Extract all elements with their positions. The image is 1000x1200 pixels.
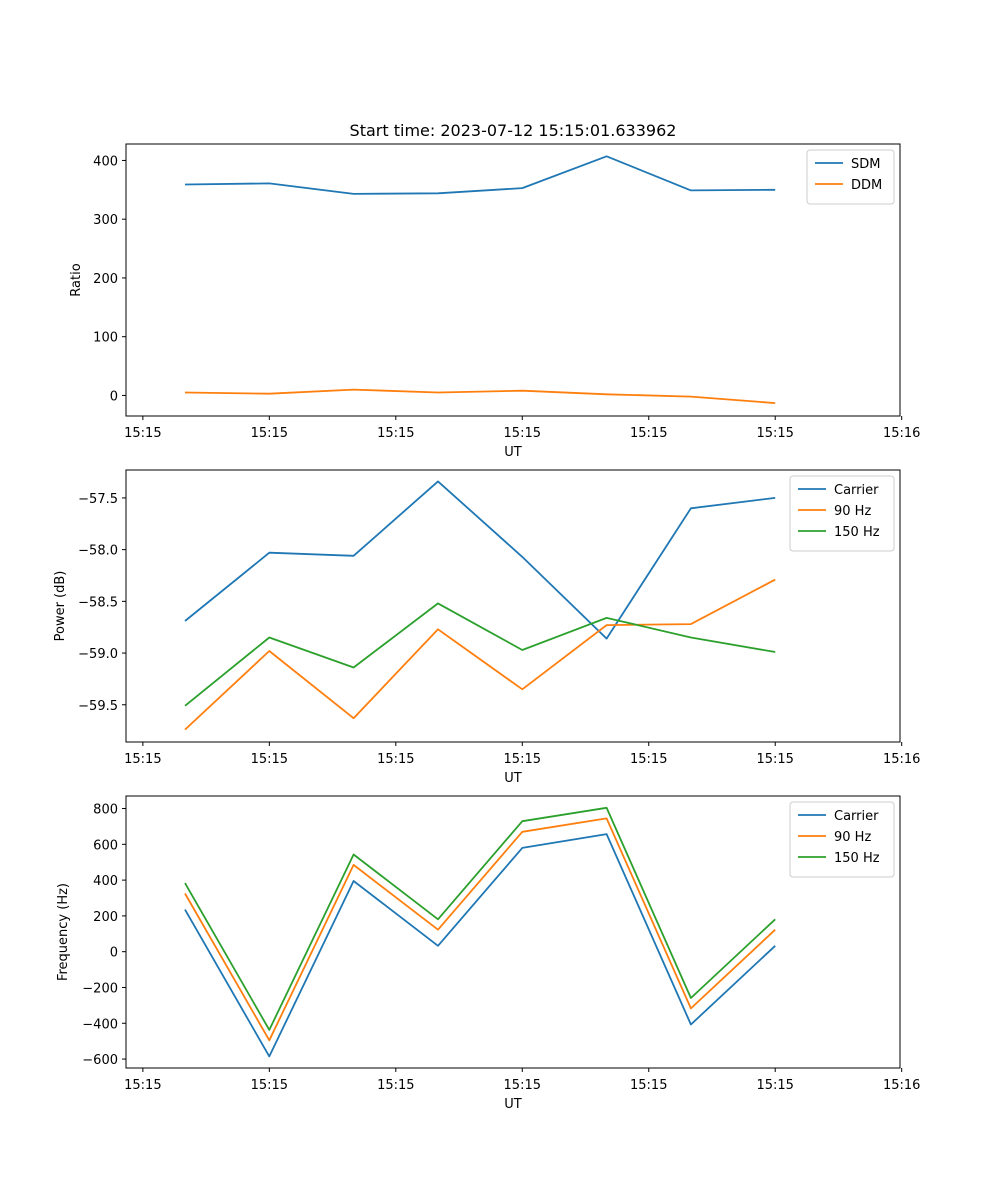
x-tick-label: 15:15 — [630, 752, 667, 767]
chart-title: Start time: 2023-07-12 15:15:01.633962 — [350, 121, 677, 140]
x-tick-label: 15:15 — [377, 1078, 414, 1093]
x-tick-label: 15:15 — [124, 1078, 161, 1093]
x-tick-label: 15:15 — [124, 426, 161, 441]
y-tick-label: 0 — [110, 389, 118, 404]
x-tick-label: 15:15 — [124, 752, 161, 767]
x-tick-label: 15:15 — [756, 1078, 793, 1093]
legend-label: SDM — [851, 157, 880, 172]
legend-label: 150 Hz — [834, 851, 880, 866]
series-line-150-hz — [184, 806, 776, 1031]
x-tick-label: 15:15 — [377, 426, 414, 441]
x-tick-label: 15:16 — [883, 1078, 920, 1093]
x-axis-label: UT — [504, 771, 522, 786]
y-axis-label: Power (dB) — [53, 571, 68, 642]
series-line-ddm — [184, 388, 776, 404]
series-line-carrier — [184, 480, 776, 640]
y-tick-label: 100 — [93, 331, 118, 346]
y-tick-label: 300 — [93, 213, 118, 228]
y-tick-label: −58.5 — [78, 595, 118, 610]
series-line-90-hz — [184, 817, 776, 1042]
x-tick-label: 15:15 — [251, 752, 288, 767]
x-tick-label: 15:15 — [251, 1078, 288, 1093]
y-tick-label: 400 — [93, 154, 118, 169]
plot-area-2 — [125, 795, 901, 1069]
legend-label: Carrier — [834, 809, 879, 824]
x-tick-label: 15:15 — [377, 752, 414, 767]
legend-label: Carrier — [834, 483, 879, 498]
legend-box — [789, 475, 895, 552]
y-tick-label: 200 — [93, 272, 118, 287]
y-tick-label: −600 — [82, 1053, 118, 1068]
plot-area-1 — [125, 469, 901, 743]
y-tick-label: 200 — [93, 910, 118, 925]
legend-label: DDM — [851, 178, 882, 193]
x-tick-label: 15:15 — [756, 752, 793, 767]
x-tick-label: 15:15 — [630, 1078, 667, 1093]
plot-area-0 — [125, 143, 901, 417]
legend-label: 150 Hz — [834, 525, 880, 540]
y-tick-label: −59.0 — [78, 647, 118, 662]
y-tick-label: 800 — [93, 803, 118, 818]
y-tick-label: −57.5 — [78, 492, 118, 507]
series-line-90-hz — [184, 578, 776, 731]
series-line-150-hz — [184, 602, 776, 707]
x-tick-label: 15:16 — [883, 426, 920, 441]
x-tick-label: 15:16 — [883, 752, 920, 767]
series-line-carrier — [184, 833, 776, 1058]
y-tick-label: 600 — [93, 838, 118, 853]
legend-box — [789, 801, 895, 878]
y-tick-label: −58.0 — [78, 544, 118, 559]
x-axis-label: UT — [504, 445, 522, 460]
y-tick-label: −59.5 — [78, 699, 118, 714]
x-tick-label: 15:15 — [504, 752, 541, 767]
y-tick-label: −400 — [82, 1017, 118, 1032]
x-axis-label: UT — [504, 1097, 522, 1112]
y-tick-label: 0 — [110, 946, 118, 961]
y-axis-label: Ratio — [69, 263, 84, 296]
x-tick-label: 15:15 — [756, 426, 793, 441]
y-tick-label: −200 — [82, 981, 118, 996]
series-line-sdm — [184, 155, 776, 195]
legend-label: 90 Hz — [834, 504, 871, 519]
legend-label: 90 Hz — [834, 830, 871, 845]
x-tick-label: 15:15 — [251, 426, 288, 441]
x-tick-label: 15:15 — [504, 426, 541, 441]
y-tick-label: 400 — [93, 874, 118, 889]
y-axis-label: Frequency (Hz) — [56, 883, 71, 981]
x-tick-label: 15:15 — [504, 1078, 541, 1093]
x-tick-label: 15:15 — [630, 426, 667, 441]
